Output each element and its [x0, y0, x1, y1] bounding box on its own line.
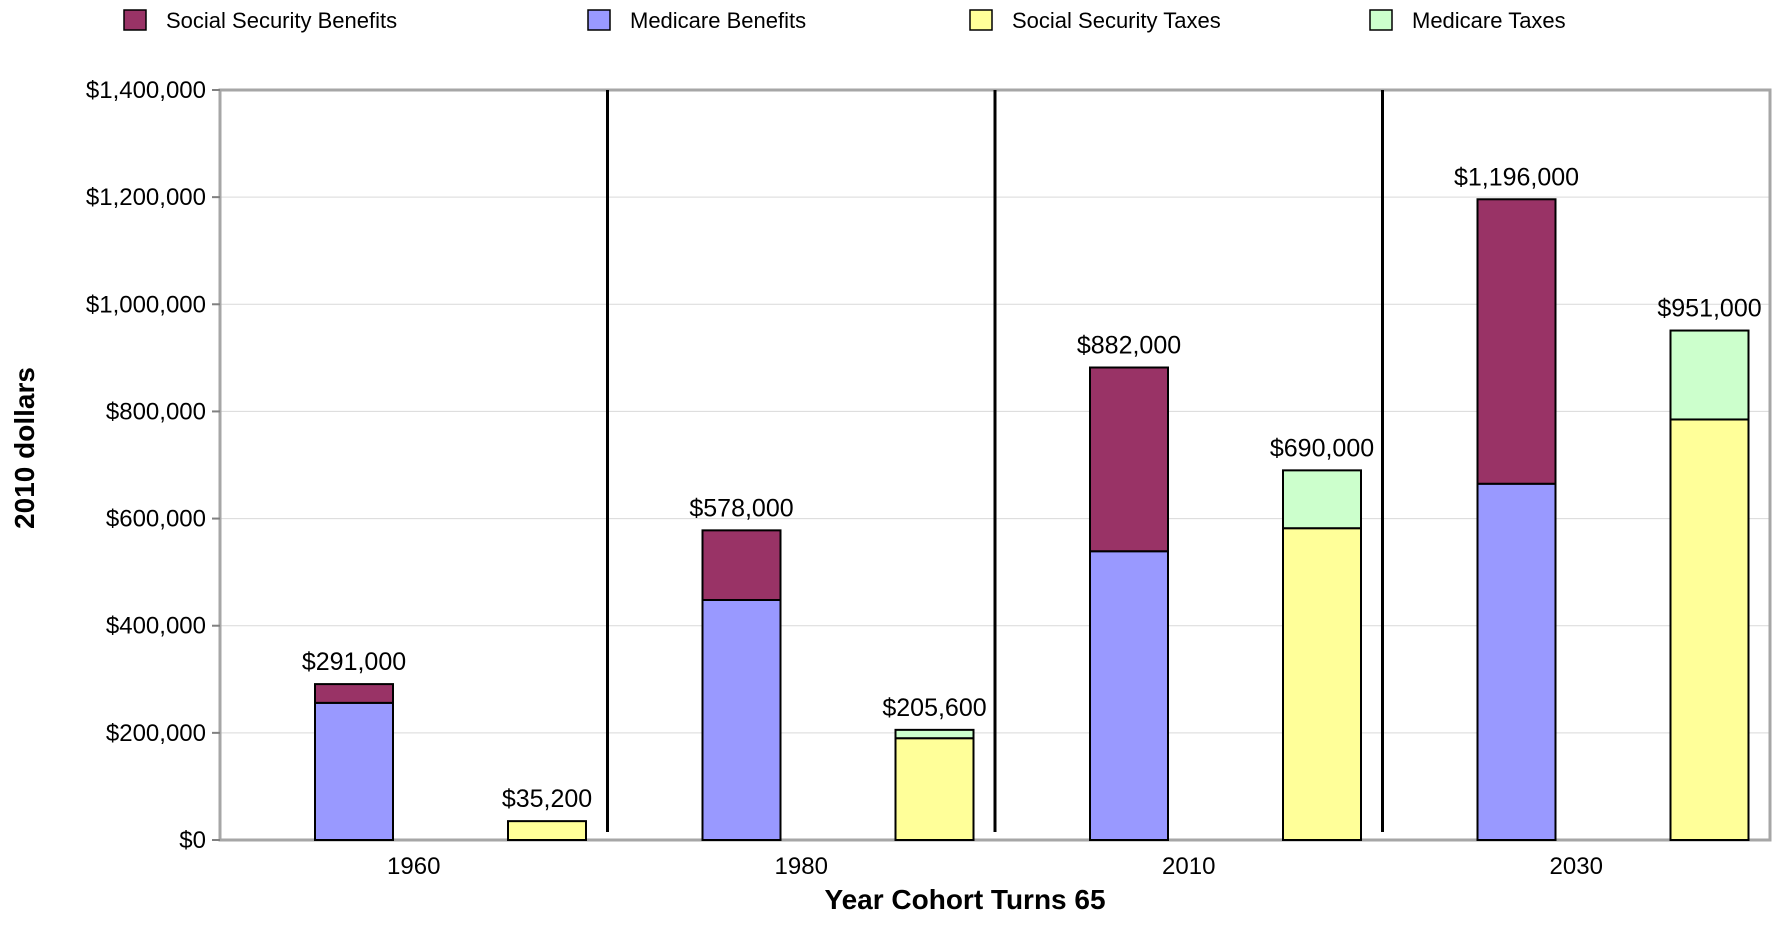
- bar-1960-social-security-taxes: [507, 820, 587, 842]
- bar-2010-social-security-taxes: [1282, 527, 1362, 841]
- bar-1980-social-security-taxes: [894, 737, 975, 842]
- legend-label-medicare-taxes: Medicare Taxes: [1412, 8, 1566, 33]
- x-category-2030: 2030: [1550, 853, 1603, 880]
- x-category-1960: 1960: [387, 853, 440, 880]
- total-label-2030-taxes: $951,000: [1657, 295, 1761, 323]
- x-category-2010: 2010: [1162, 853, 1215, 880]
- bar-1960-medicare-benefits: [314, 701, 394, 841]
- bars: [314, 198, 1750, 842]
- total-label-1960-benefits: $291,000: [302, 648, 406, 676]
- legend-swatch-medicare-benefits: [587, 9, 611, 31]
- bar-1980-medicare-taxes: [894, 728, 975, 740]
- bar-2030-social-security-taxes: [1669, 418, 1750, 841]
- bar-2010-medicare-benefits: [1089, 550, 1169, 841]
- total-label-1960-taxes: $35,200: [502, 785, 592, 813]
- y-tick-label-7: $1,400,000: [86, 77, 206, 104]
- legend-label-social-security-benefits: Social Security Benefits: [166, 8, 397, 33]
- group-separators: [606, 90, 1384, 832]
- y-tick-label-6: $1,200,000: [86, 184, 206, 211]
- bar-2010-social-security-benefits: [1089, 366, 1169, 553]
- legend-label-social-security-taxes: Social Security Taxes: [1012, 8, 1221, 33]
- y-tick-label-2: $400,000: [106, 613, 206, 640]
- total-label-1980-taxes: $205,600: [882, 694, 986, 722]
- legend: Social Security Benefits Medicare Benefit…: [123, 8, 1566, 33]
- total-label-2030-benefits: $1,196,000: [1454, 163, 1579, 191]
- y-tick-label-1: $200,000: [106, 720, 206, 747]
- x-axis-categories: 1960 1980 2010 2030: [387, 853, 1603, 880]
- total-label-1980-benefits: $578,000: [689, 494, 793, 522]
- y-axis-ticks: $0 $200,000 $400,000 $600,000 $800,000 $1,000…: [86, 77, 220, 854]
- bar-1980-social-security-benefits: [701, 529, 782, 601]
- bar-1960-social-security-benefits: [314, 683, 394, 704]
- legend-swatch-social-security-benefits: [123, 9, 147, 31]
- x-axis-title: Year Cohort Turns 65: [824, 884, 1105, 915]
- bar-2010-medicare-taxes: [1282, 469, 1362, 530]
- bar-2030-medicare-benefits: [1476, 482, 1557, 841]
- total-label-2010-benefits: $882,000: [1077, 332, 1181, 360]
- y-tick-label-0: $0: [179, 827, 206, 854]
- bar-2030-social-security-benefits: [1476, 198, 1557, 485]
- legend-swatch-social-security-taxes: [969, 9, 993, 31]
- x-category-1980: 1980: [775, 853, 828, 880]
- legend-swatch-medicare-taxes: [1369, 9, 1393, 31]
- total-label-2010-taxes: $690,000: [1270, 434, 1374, 462]
- bar-2030-medicare-taxes: [1669, 329, 1750, 421]
- total-labels: $291,000 $35,200 $578,000 $205,600 $882,000 $…: [302, 163, 1762, 813]
- y-axis-title: 2010 dollars: [9, 367, 40, 529]
- bar-1980-medicare-benefits: [701, 599, 782, 841]
- y-tick-label-4: $800,000: [106, 398, 206, 425]
- legend-label-medicare-benefits: Medicare Benefits: [630, 8, 806, 33]
- y-tick-label-3: $600,000: [106, 506, 206, 533]
- y-tick-label-5: $1,000,000: [86, 291, 206, 318]
